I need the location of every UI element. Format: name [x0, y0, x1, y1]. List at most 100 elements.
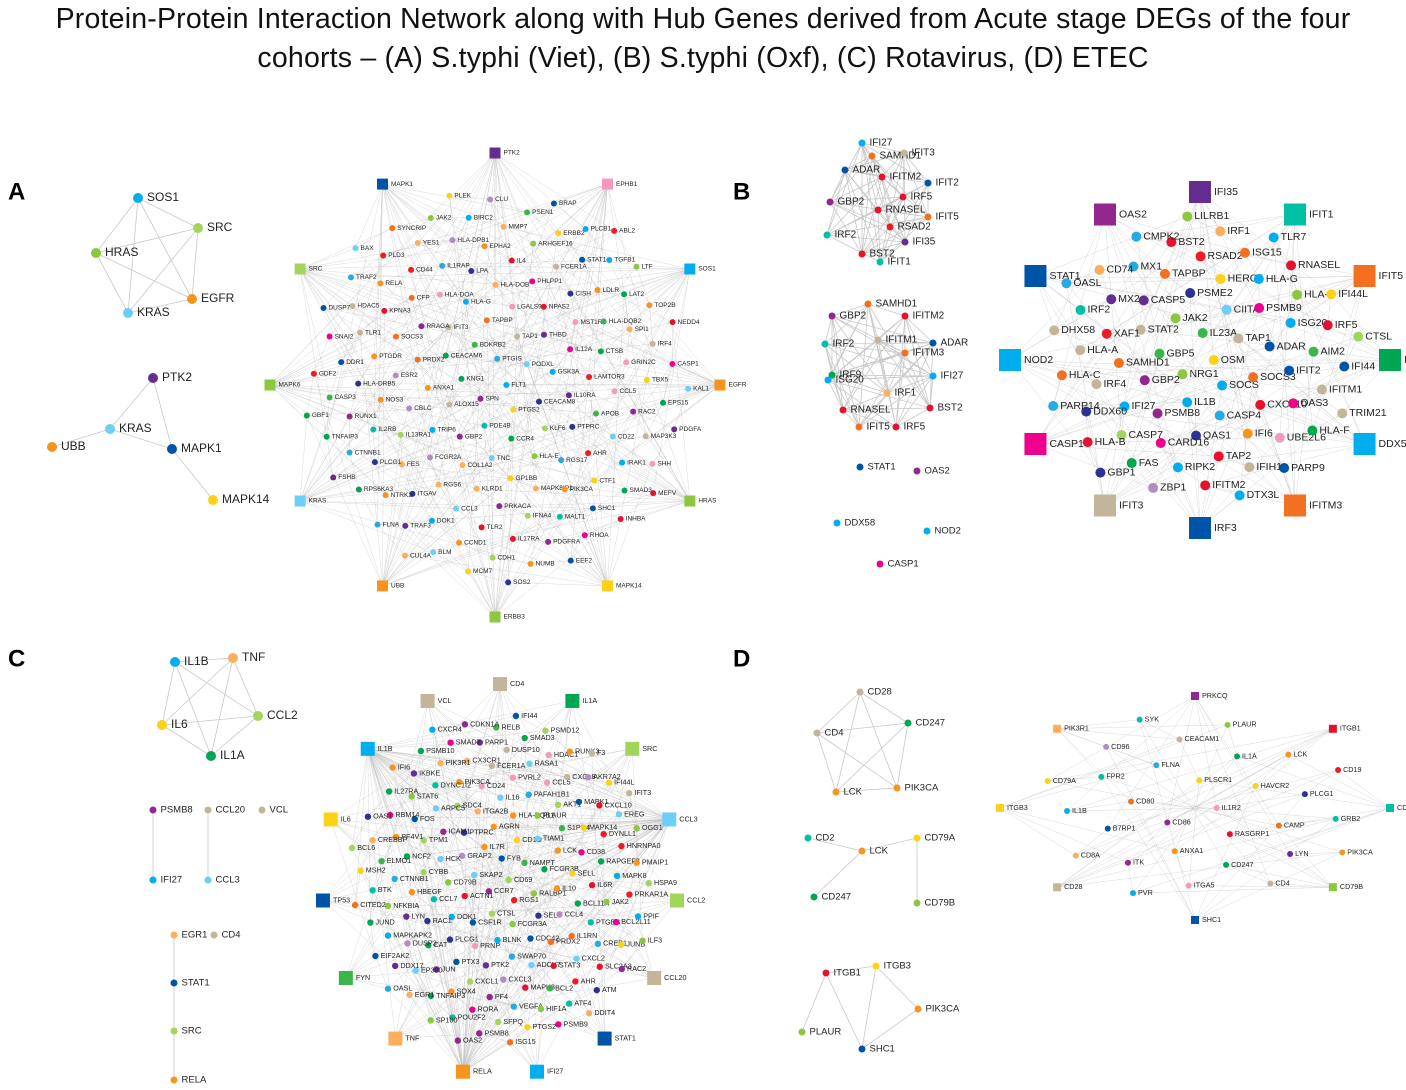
node-label: IRF5 — [904, 422, 926, 433]
node — [429, 426, 436, 433]
node — [579, 256, 586, 263]
hub-label: STAT1 — [615, 1033, 636, 1042]
node — [1214, 410, 1225, 421]
node-label: HSPA9 — [654, 878, 677, 887]
node — [521, 859, 528, 867]
node-label: CTNNB1 — [355, 449, 381, 456]
node — [461, 892, 468, 900]
node — [623, 359, 630, 366]
node-label: SAMHD1 — [880, 151, 922, 162]
node-label: DDIT4 — [594, 1008, 615, 1017]
node-label: ADAR — [941, 338, 969, 349]
network: IL1R2 CD86 PLSCR1 RASGRP1 CD80 HAVCR2 ANXA1 FLN… — [996, 691, 1406, 924]
node-label: EP300 — [421, 965, 443, 974]
node — [258, 806, 266, 814]
node-label: FCGR3A — [518, 919, 547, 928]
node-label: LAMTOR3 — [594, 374, 625, 381]
node — [347, 274, 354, 281]
node — [929, 339, 937, 347]
node — [563, 773, 571, 781]
node-label: ATM — [602, 985, 617, 994]
node — [572, 319, 579, 326]
node-label: CD79A — [1053, 776, 1076, 785]
node — [488, 455, 495, 462]
panel-label: D — [733, 645, 750, 672]
node — [1138, 295, 1149, 306]
edges — [152, 810, 209, 880]
node-label: RPS6KA3 — [364, 486, 394, 493]
node — [411, 815, 418, 823]
node-label: PTPRC — [577, 424, 599, 431]
node — [427, 1017, 434, 1024]
node — [1185, 288, 1196, 299]
node — [392, 333, 399, 340]
node — [1113, 357, 1124, 368]
node-label: ACTN1 — [470, 891, 494, 900]
edges — [807, 837, 918, 903]
node-label: RELA — [385, 280, 403, 287]
hub-label: CD2 — [1397, 803, 1406, 812]
node — [565, 1000, 573, 1007]
node — [621, 487, 628, 494]
node-label: IL1B — [184, 654, 209, 668]
node-label: HDAC5 — [357, 303, 379, 310]
node — [338, 359, 345, 366]
hub-label: DDX58 — [1379, 438, 1406, 450]
node-label: IFI44L — [614, 778, 634, 787]
hub-node — [662, 812, 677, 827]
node-label: GBP2 — [465, 433, 483, 440]
node-label: HLA-G — [1266, 273, 1298, 285]
node-label: IL27RA — [394, 786, 418, 795]
hub-label: PIK3R1 — [1064, 724, 1089, 733]
node-label: IFI27 — [1131, 400, 1155, 412]
node — [798, 1028, 806, 1036]
node — [1286, 260, 1297, 271]
node-label: CDH1 — [498, 554, 516, 561]
node-label: FLNA — [1161, 760, 1180, 769]
node — [575, 798, 583, 806]
node-label: PF4V1 — [401, 832, 423, 841]
node — [391, 875, 398, 883]
node-label: CXCR4 — [438, 725, 462, 734]
node — [597, 858, 605, 865]
node — [509, 812, 517, 819]
node-label: ARHGEF16 — [538, 240, 573, 247]
node-label: SOS2 — [513, 579, 531, 586]
node — [547, 938, 555, 946]
node — [536, 398, 543, 405]
hub-node — [338, 971, 353, 985]
node-label: NOD2 — [935, 526, 961, 537]
node — [642, 433, 649, 440]
edge-lines — [807, 837, 918, 903]
node — [543, 779, 551, 786]
node-label: LCK — [563, 845, 577, 854]
node — [1155, 437, 1166, 448]
node-label: NOS3 — [386, 396, 404, 403]
node-label: TGFB1 — [614, 257, 635, 264]
hub-label: TNF — [405, 1033, 420, 1042]
node — [643, 377, 650, 384]
node — [364, 813, 372, 820]
node — [446, 936, 454, 943]
node — [924, 179, 932, 187]
node-label: IFIH1 — [1256, 461, 1282, 473]
node-label: CD247 — [822, 892, 852, 903]
node-label: GRIN2C — [631, 359, 656, 366]
node — [371, 353, 378, 360]
node-label: TAP2 — [1226, 450, 1252, 462]
node — [1075, 345, 1086, 356]
node-label: IFITM3 — [913, 348, 945, 359]
hub-label: FYN — [356, 973, 370, 982]
node-label: AKT1 — [563, 800, 581, 809]
node — [1095, 467, 1106, 478]
node-label: BLM — [438, 549, 451, 556]
node-label: PTGDR — [379, 353, 402, 360]
node-label: OSM — [1221, 354, 1245, 366]
node-label: VEGFA — [519, 1001, 543, 1010]
node-label: CAMP — [1284, 820, 1305, 829]
node-label: SFPQ — [503, 1017, 523, 1026]
node — [494, 355, 501, 362]
node — [133, 193, 143, 203]
node — [446, 401, 453, 408]
node — [492, 281, 499, 288]
